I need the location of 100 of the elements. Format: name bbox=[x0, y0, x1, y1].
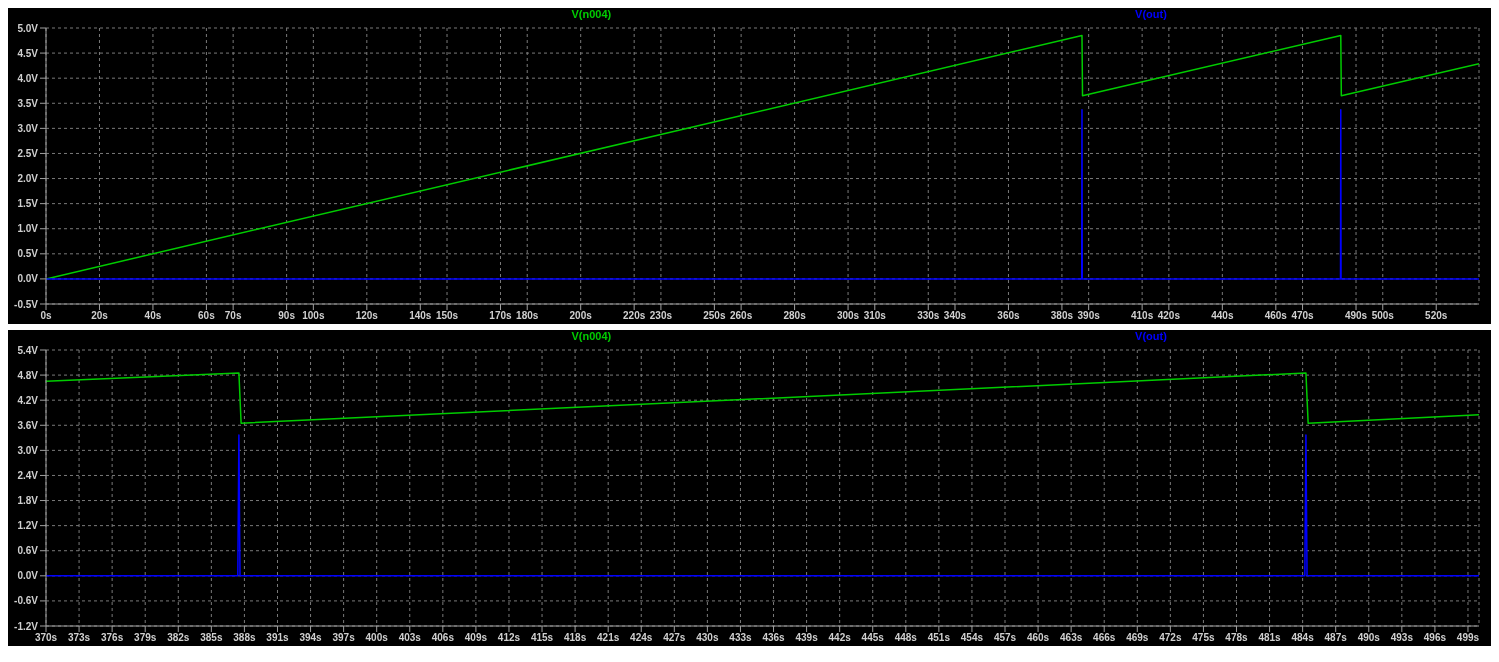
x-tick-label: 520s bbox=[1425, 310, 1448, 322]
x-tick-label: 478s bbox=[1225, 632, 1249, 644]
x-tick-label: 412s bbox=[497, 632, 521, 644]
line-series bbox=[46, 34, 1479, 280]
x-tick-label: 442s bbox=[828, 632, 852, 644]
x-tick-label: 260s bbox=[729, 310, 753, 322]
x-tick-label: 420s bbox=[1157, 310, 1181, 322]
x-tick-label: 180s bbox=[516, 310, 539, 322]
y-tick-label: 3.5V bbox=[17, 97, 39, 109]
y-tick-label: 5.0V bbox=[17, 22, 39, 34]
x-tick-label: 20s bbox=[91, 310, 109, 322]
x-tick-label: 490s bbox=[1357, 632, 1381, 644]
y-tick-label: -0.6V bbox=[14, 595, 39, 607]
x-tick-label: 433s bbox=[729, 632, 753, 644]
y-tick-label: 0.0V bbox=[17, 273, 39, 285]
y-tick-label: 4.5V bbox=[17, 47, 39, 59]
x-tick-label: 40s bbox=[144, 310, 162, 322]
x-tick-label: 484s bbox=[1291, 632, 1315, 644]
x-tick-label: 403s bbox=[398, 632, 422, 644]
x-tick-label: 380s bbox=[1050, 310, 1074, 322]
x-tick-label: 451s bbox=[927, 632, 951, 644]
x-tick-label: 499s bbox=[1456, 632, 1480, 644]
x-tick-label: 481s bbox=[1258, 632, 1282, 644]
x-tick-label: 448s bbox=[894, 632, 918, 644]
y-tick-label: 0.6V bbox=[17, 545, 39, 557]
x-tick-label: 230s bbox=[649, 310, 673, 322]
x-tick-label: 370s bbox=[34, 632, 58, 644]
x-tick-label: 397s bbox=[332, 632, 356, 644]
x-tick-label: 472s bbox=[1159, 632, 1182, 644]
y-tick-label: 5.4V bbox=[17, 344, 39, 356]
x-tick-label: 487s bbox=[1324, 632, 1348, 644]
x-tick-label: 60s bbox=[198, 310, 216, 322]
x-tick-label: 360s bbox=[997, 310, 1021, 322]
x-tick-label: 300s bbox=[836, 310, 860, 322]
x-tick-label: 496s bbox=[1423, 632, 1447, 644]
y-tick-label: 3.6V bbox=[17, 419, 39, 431]
x-tick-label: 469s bbox=[1126, 632, 1149, 644]
x-tick-label: 340s bbox=[943, 310, 967, 322]
x-tick-label: 379s bbox=[134, 632, 157, 644]
x-tick-label: 421s bbox=[597, 632, 620, 644]
x-tick-label: 170s bbox=[489, 310, 513, 322]
x-tick-label: 427s bbox=[663, 632, 686, 644]
x-tick-label: 410s bbox=[1131, 310, 1154, 322]
x-tick-label: 460s bbox=[1264, 310, 1288, 322]
y-tick-label: 2.5V bbox=[17, 148, 39, 159]
x-tick-label: 454s bbox=[960, 632, 984, 644]
x-tick-label: 382s bbox=[167, 632, 190, 644]
y-tick-label: 4.2V bbox=[17, 394, 39, 406]
y-tick-label: -0.5V bbox=[14, 298, 39, 310]
x-tick-label: 310s bbox=[863, 310, 887, 322]
y-tick-label: 0.5V bbox=[17, 248, 39, 260]
x-tick-label: 376s bbox=[101, 632, 124, 644]
y-tick-label: 4.8V bbox=[17, 369, 39, 381]
x-tick-label: 100s bbox=[302, 310, 325, 322]
x-tick-label: 330s bbox=[917, 310, 940, 322]
x-tick-label: 406s bbox=[431, 632, 455, 644]
line-series bbox=[46, 372, 1479, 424]
x-tick-label: 490s bbox=[1344, 310, 1368, 322]
x-tick-label: 373s bbox=[67, 632, 91, 644]
x-tick-label: 415s bbox=[530, 632, 554, 644]
x-tick-label: 436s bbox=[762, 632, 786, 644]
text: V(n004) bbox=[571, 330, 612, 342]
x-tick-label: 150s bbox=[435, 310, 459, 322]
y-tick-label: 1.5V bbox=[17, 198, 39, 210]
text: V(out) bbox=[1135, 330, 1167, 342]
x-tick-label: 457s bbox=[993, 632, 1017, 644]
y-tick-label: 1.2V bbox=[17, 520, 39, 532]
x-tick-label: 493s bbox=[1390, 632, 1414, 644]
x-tick-label: 460s bbox=[1026, 632, 1050, 644]
y-tick-label: 4.0V bbox=[17, 72, 39, 84]
x-tick-label: 280s bbox=[783, 310, 807, 322]
x-tick-label: 70s bbox=[224, 310, 242, 322]
x-tick-label: 439s bbox=[795, 632, 819, 644]
y-tick-label: -1.2V bbox=[14, 620, 39, 632]
x-tick-label: 466s bbox=[1093, 632, 1116, 644]
x-tick-label: 140s bbox=[409, 310, 432, 322]
x-tick-label: 90s bbox=[278, 310, 296, 322]
x-tick-label: 400s bbox=[365, 632, 389, 644]
x-tick-label: 424s bbox=[630, 632, 653, 644]
x-tick-label: 391s bbox=[266, 632, 290, 644]
y-tick-label: 3.0V bbox=[17, 444, 39, 456]
x-tick-label: 250s bbox=[703, 310, 726, 322]
y-tick-label: 2.0V bbox=[17, 173, 39, 185]
y-tick-label: 0.0V bbox=[17, 570, 39, 582]
y-tick-label: 3.0V bbox=[17, 122, 39, 134]
x-tick-label: 475s bbox=[1192, 632, 1215, 644]
y-tick-label: 2.4V bbox=[17, 470, 39, 481]
x-tick-label: 385s bbox=[200, 632, 223, 644]
x-tick-label: 120s bbox=[355, 310, 379, 322]
x-tick-label: 409s bbox=[464, 632, 488, 644]
x-tick-label: 445s bbox=[861, 632, 885, 644]
x-tick-label: 470s bbox=[1291, 310, 1315, 322]
x-tick-label: 200s bbox=[569, 310, 593, 322]
x-tick-label: 388s bbox=[233, 632, 256, 644]
x-tick-label: 394s bbox=[299, 632, 323, 644]
x-tick-label: 418s bbox=[563, 632, 587, 644]
text: V(out) bbox=[1135, 8, 1167, 20]
x-tick-label: 430s bbox=[696, 632, 719, 644]
y-tick-label: 1.0V bbox=[17, 223, 39, 235]
x-tick-label: 500s bbox=[1371, 310, 1395, 322]
